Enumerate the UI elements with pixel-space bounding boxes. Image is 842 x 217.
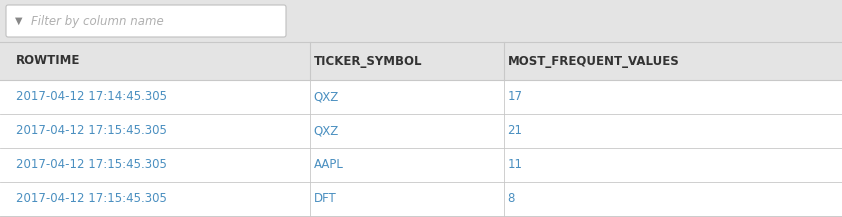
FancyBboxPatch shape	[6, 5, 286, 37]
Text: QXZ: QXZ	[314, 125, 339, 138]
Bar	[0, 80, 842, 114]
Bar	[0, 0, 842, 42]
Bar	[0, 182, 842, 216]
Text: 11: 11	[508, 158, 523, 171]
Text: 2017-04-12 17:15:45.305: 2017-04-12 17:15:45.305	[16, 192, 167, 205]
Text: MOST_FREQUENT_VALUES: MOST_FREQUENT_VALUES	[508, 54, 679, 67]
Text: 2017-04-12 17:14:45.305: 2017-04-12 17:14:45.305	[16, 90, 167, 104]
Text: 8: 8	[508, 192, 515, 205]
Bar	[0, 42, 842, 80]
Text: DFT: DFT	[314, 192, 337, 205]
Bar	[0, 114, 842, 148]
Text: 2017-04-12 17:15:45.305: 2017-04-12 17:15:45.305	[16, 158, 167, 171]
Text: ROWTIME: ROWTIME	[16, 54, 80, 67]
Text: TICKER_SYMBOL: TICKER_SYMBOL	[314, 54, 423, 67]
Text: AAPL: AAPL	[314, 158, 344, 171]
Text: QXZ: QXZ	[314, 90, 339, 104]
Text: 2017-04-12 17:15:45.305: 2017-04-12 17:15:45.305	[16, 125, 167, 138]
Text: Filter by column name: Filter by column name	[31, 15, 163, 28]
Text: ▼: ▼	[15, 16, 23, 26]
Text: 21: 21	[508, 125, 523, 138]
Bar	[0, 148, 842, 182]
Text: 17: 17	[508, 90, 523, 104]
